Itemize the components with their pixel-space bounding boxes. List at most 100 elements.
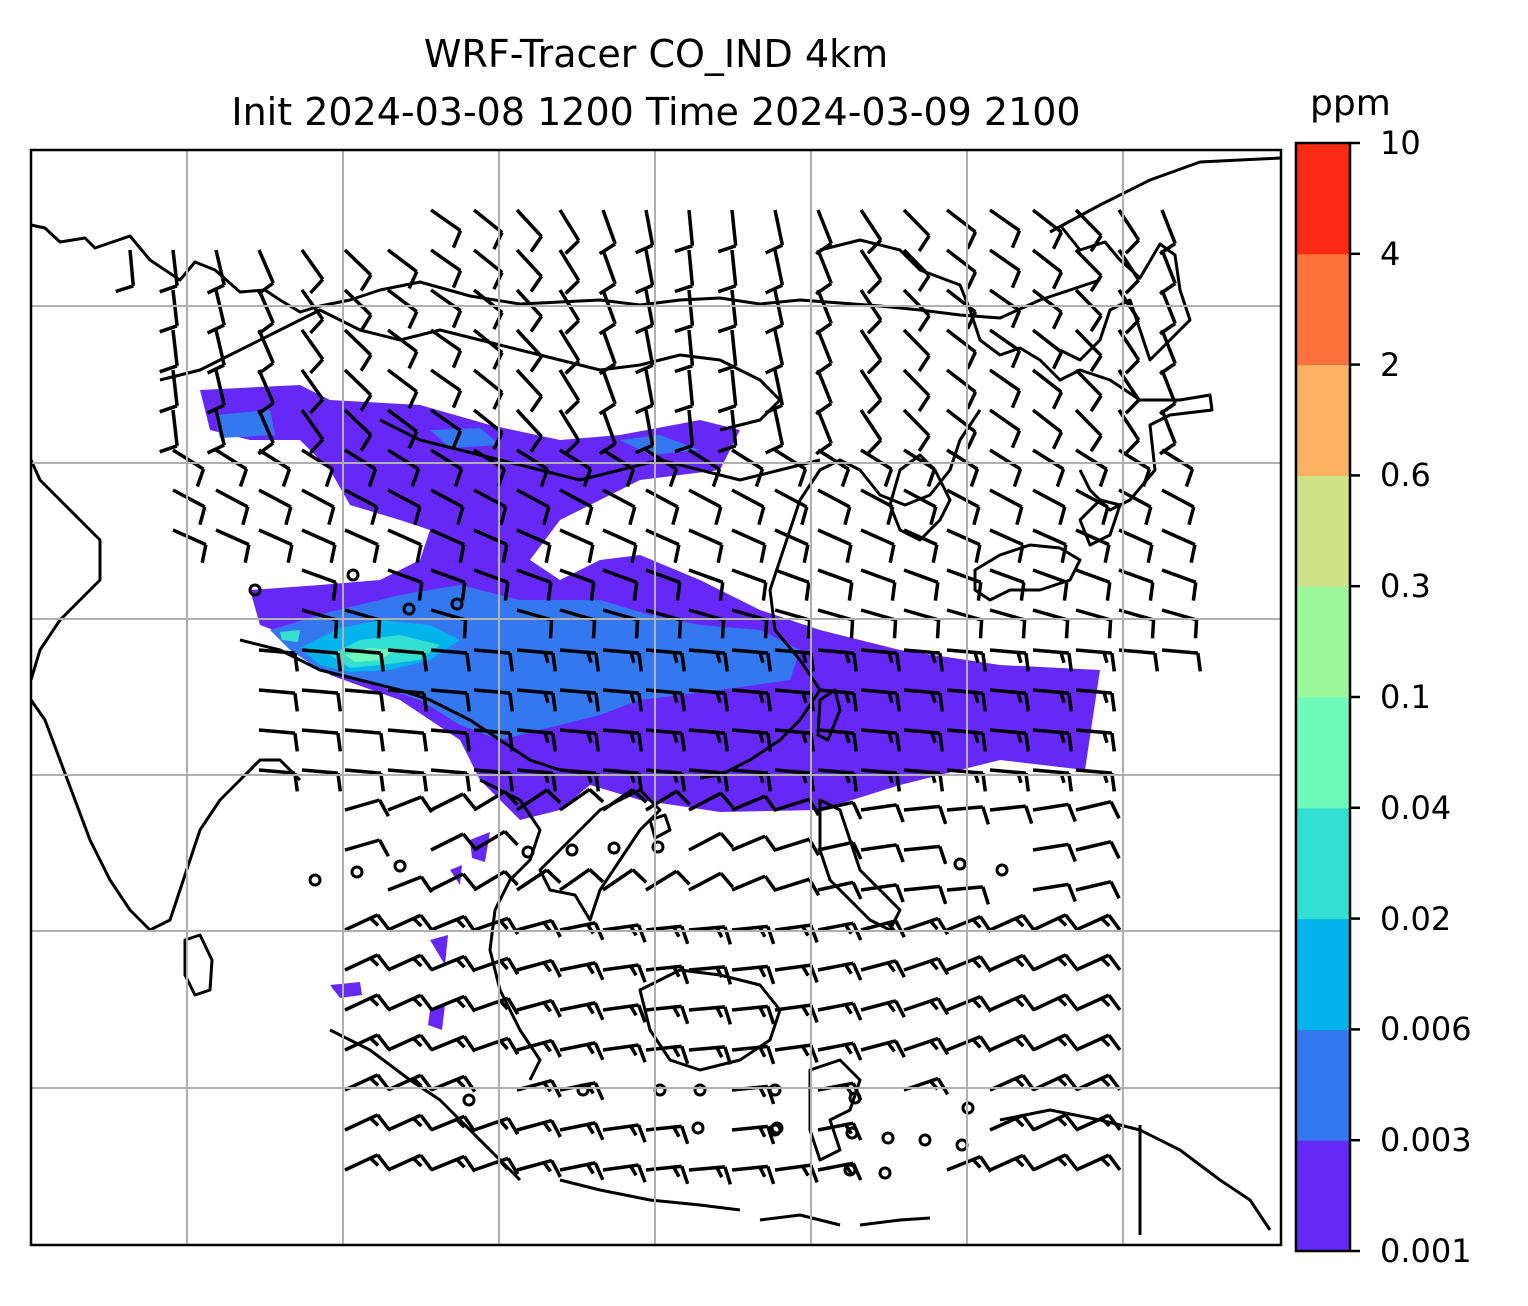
calm-wind-marker [565, 843, 579, 857]
wind-barb [159, 369, 179, 414]
wind-barb [774, 488, 809, 526]
wind-barb [559, 1161, 605, 1181]
wind-barb [386, 288, 419, 330]
wind-barb [731, 1044, 776, 1065]
wind-barb [1075, 993, 1122, 1012]
wind-barb [989, 1113, 1036, 1132]
wind-barb [688, 688, 730, 712]
wind-barb [945, 208, 978, 250]
wind-barb [387, 768, 429, 792]
wind-barb [634, 329, 655, 375]
calm-wind-marker [770, 1121, 784, 1135]
wind-barb [1074, 208, 1103, 253]
wind-barb [946, 954, 993, 973]
wind-barb [430, 872, 477, 892]
calm-wind-marker [845, 1126, 859, 1140]
wind-barb [516, 728, 558, 752]
wind-barb [559, 528, 595, 564]
wind-barb [946, 488, 981, 526]
wind-barb [344, 688, 386, 712]
wind-barb [206, 329, 226, 375]
colorbar-label: 0.006 [1380, 1010, 1472, 1049]
wind-barb [344, 448, 378, 488]
wind-barb [860, 803, 905, 823]
wind-barb [1118, 528, 1154, 564]
wind-barb [473, 1036, 520, 1056]
wind-barb [300, 328, 325, 375]
colorbar-label: 0.1 [1380, 678, 1431, 716]
wind-barb [817, 568, 854, 601]
wind-barb [774, 568, 811, 601]
wind-barb [902, 208, 931, 253]
wind-barb [817, 840, 863, 860]
wind-barb [602, 1163, 647, 1183]
wind-barb [688, 965, 733, 985]
wind-barb [515, 248, 543, 293]
wind-barb [430, 448, 464, 488]
wind-barb [430, 1114, 477, 1133]
wind-barb [558, 209, 581, 255]
wind-barb [429, 368, 463, 409]
wind-barb [731, 1164, 776, 1185]
wind-barb [731, 648, 773, 672]
colorbar [1294, 141, 1360, 1253]
border-china-north [379, 418, 821, 482]
wind-barb [115, 249, 136, 294]
wind-barb [430, 528, 466, 564]
wind-barb [215, 488, 250, 526]
wind-barb [764, 369, 785, 415]
wind-barb [946, 568, 983, 601]
wind-barb [387, 1153, 434, 1172]
wind-barb [387, 568, 424, 601]
wind-barb [674, 369, 695, 414]
wind-barb [1032, 842, 1077, 863]
wind-barb [558, 369, 581, 415]
wind-barb [1074, 328, 1103, 373]
wind-barb [602, 648, 644, 672]
wind-barb [731, 688, 773, 712]
plume-level-3 [280, 630, 440, 668]
wind-barb [172, 528, 208, 564]
wind-barb [859, 329, 883, 375]
wind-barb [343, 368, 373, 412]
colorbar-segment [1296, 364, 1350, 476]
wind-barb [602, 568, 639, 601]
wind-barb [387, 993, 434, 1012]
coastline-srilanka [183, 933, 214, 997]
wind-barb [989, 568, 1026, 601]
wind-barb [903, 568, 940, 601]
wind-barb [1031, 328, 1063, 370]
wind-barb [860, 528, 896, 564]
wind-barb [159, 249, 179, 294]
wind-barb [258, 528, 294, 564]
wind-barb [343, 328, 373, 372]
wind-barb [817, 728, 859, 752]
wind-barb [387, 1033, 434, 1052]
wind-barb [343, 248, 373, 292]
wind-barb [602, 1043, 647, 1063]
coastline-japan [973, 498, 1122, 602]
wind-barb [1032, 882, 1077, 903]
coastline-timor [759, 1213, 931, 1227]
wind-barb [989, 953, 1036, 972]
wind-barb [516, 958, 562, 978]
wind-barb [1075, 528, 1111, 564]
wind-barb [731, 1004, 776, 1025]
wind-barb [1075, 839, 1121, 860]
wind-barb [516, 568, 553, 601]
coastline-korea [888, 453, 952, 542]
wind-barb [515, 328, 543, 373]
calm-wind-marker [393, 859, 407, 873]
wind-barb [473, 1116, 520, 1136]
wind-barb [674, 209, 695, 254]
wind-barb [731, 488, 766, 526]
wind-barb [1031, 408, 1063, 450]
wind-barb [1032, 993, 1079, 1012]
wind-barb [1074, 288, 1103, 333]
wind-barb [602, 868, 648, 892]
wind-barb [215, 528, 251, 564]
wind-barb [206, 409, 226, 455]
wind-barb [1075, 728, 1117, 752]
wind-barb [473, 688, 515, 712]
wind-barb [516, 688, 558, 712]
